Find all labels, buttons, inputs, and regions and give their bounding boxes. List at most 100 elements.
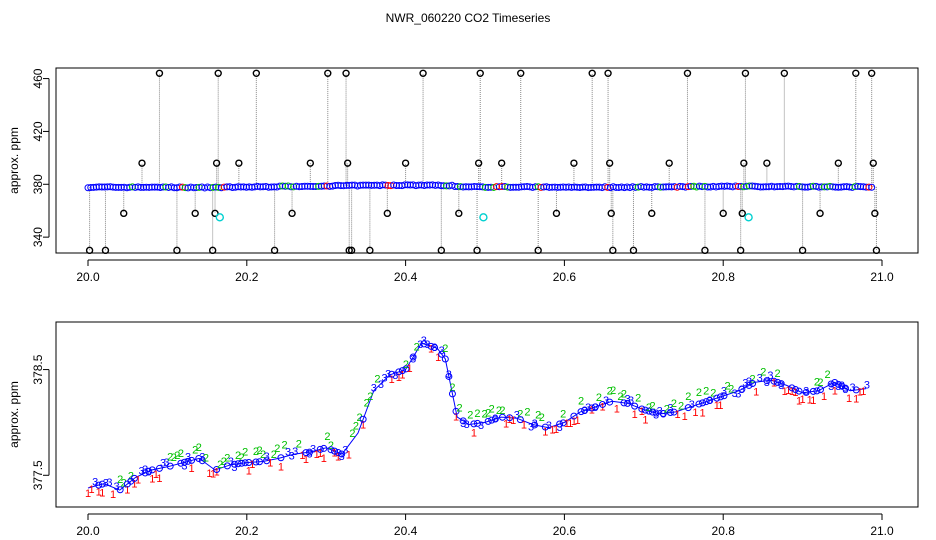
marker-2: 2 xyxy=(364,398,370,410)
trend-point xyxy=(395,368,403,376)
marker-1: 1 xyxy=(124,484,130,496)
trend-point xyxy=(238,459,246,467)
outlier-point xyxy=(852,69,860,77)
trend-point xyxy=(641,406,649,414)
plot-frame xyxy=(55,67,919,254)
outlier-point xyxy=(235,159,243,167)
marker-3: 3 xyxy=(603,395,609,407)
marker-2: 2 xyxy=(196,442,202,454)
marker-3: 3 xyxy=(767,370,773,382)
marker-2: 2 xyxy=(621,389,627,401)
y-tick-label: 378.5 xyxy=(31,354,45,384)
outlier-point xyxy=(604,69,612,77)
marker-2: 2 xyxy=(192,445,198,457)
trend-point xyxy=(684,404,692,412)
outlier-point xyxy=(270,246,279,255)
marker-3: 3 xyxy=(546,420,552,432)
outlier-point xyxy=(497,159,506,167)
outlier-point xyxy=(798,246,807,255)
outlier-point xyxy=(343,159,352,167)
marker-1: 1 xyxy=(549,425,555,437)
marker-3: 3 xyxy=(585,402,591,414)
trend-point xyxy=(198,457,206,465)
marker-1: 1 xyxy=(510,415,516,427)
trend-point xyxy=(484,417,492,425)
marker-2: 2 xyxy=(217,459,223,471)
trend-point xyxy=(498,413,506,421)
baseline-point xyxy=(868,183,876,191)
trend-point xyxy=(570,412,578,420)
marker-2: 2 xyxy=(489,403,495,415)
marker-3: 3 xyxy=(385,369,391,381)
marker-2: 2 xyxy=(449,382,455,394)
marker-3: 3 xyxy=(231,462,237,474)
outlier-point xyxy=(155,69,164,77)
marker-1: 1 xyxy=(267,457,273,469)
marker-1: 1 xyxy=(314,449,320,461)
trend-point xyxy=(541,423,549,431)
trend-point xyxy=(177,459,185,467)
outlier-point xyxy=(401,159,410,167)
marker-2: 2 xyxy=(374,373,380,385)
marker-2: 2 xyxy=(617,391,623,403)
marker-3: 3 xyxy=(103,477,109,489)
x-tick-label: 20.6 xyxy=(553,270,577,284)
highlighted-point xyxy=(744,213,753,222)
outlier-point xyxy=(437,246,446,255)
trend-point xyxy=(277,454,285,462)
outlier-point xyxy=(869,159,877,167)
trend-point xyxy=(834,380,842,388)
marker-1: 1 xyxy=(800,394,806,406)
trend-point xyxy=(230,460,238,468)
outlier-point xyxy=(288,209,296,218)
marker-2: 2 xyxy=(117,474,123,486)
marker-1: 1 xyxy=(96,486,102,498)
marker-1: 1 xyxy=(278,462,284,474)
trend-point xyxy=(652,409,660,417)
marker-2: 2 xyxy=(324,431,330,443)
marker-2: 2 xyxy=(610,385,616,397)
marker-3: 3 xyxy=(181,460,187,472)
outlier-point xyxy=(85,246,94,255)
x-tick-label: 20.0 xyxy=(76,270,100,284)
outlier-point xyxy=(741,69,750,77)
marker-1: 1 xyxy=(632,409,638,421)
outlier-point xyxy=(474,159,483,167)
trend-point xyxy=(556,420,564,428)
trend-point xyxy=(559,419,567,427)
trend-point xyxy=(359,415,367,423)
marker-2: 2 xyxy=(485,407,491,419)
outlier-point xyxy=(191,209,199,218)
trend-point xyxy=(409,353,417,361)
outlier-point xyxy=(173,246,181,255)
marker-1: 1 xyxy=(782,386,788,398)
marker-2: 2 xyxy=(685,391,691,403)
marker-3: 3 xyxy=(146,466,152,478)
marker-3: 3 xyxy=(739,384,745,396)
trend-point xyxy=(180,458,188,466)
trend-point xyxy=(506,414,514,422)
marker-1: 1 xyxy=(389,374,395,386)
marker-2: 2 xyxy=(725,381,731,393)
marker-1: 1 xyxy=(299,450,305,462)
marker-3: 3 xyxy=(289,450,295,462)
marker-3: 3 xyxy=(342,445,348,457)
outlier-point xyxy=(455,209,463,218)
x-tick-label: 21.0 xyxy=(870,524,894,538)
outlier-point xyxy=(345,246,353,255)
marker-3: 3 xyxy=(778,380,784,392)
trend-point xyxy=(716,393,724,401)
marker-3: 3 xyxy=(582,405,588,417)
trend-point xyxy=(666,409,674,417)
trend-point xyxy=(738,385,746,393)
x-tick-label: 20.8 xyxy=(712,524,736,538)
outlier-point xyxy=(473,246,481,255)
trend-point xyxy=(438,350,446,358)
marker-2: 2 xyxy=(703,386,709,398)
marker-1: 1 xyxy=(110,489,116,501)
marker-1: 1 xyxy=(789,386,795,398)
marker-2: 2 xyxy=(474,408,480,420)
marker-3: 3 xyxy=(839,380,845,392)
trend-point xyxy=(763,377,771,385)
